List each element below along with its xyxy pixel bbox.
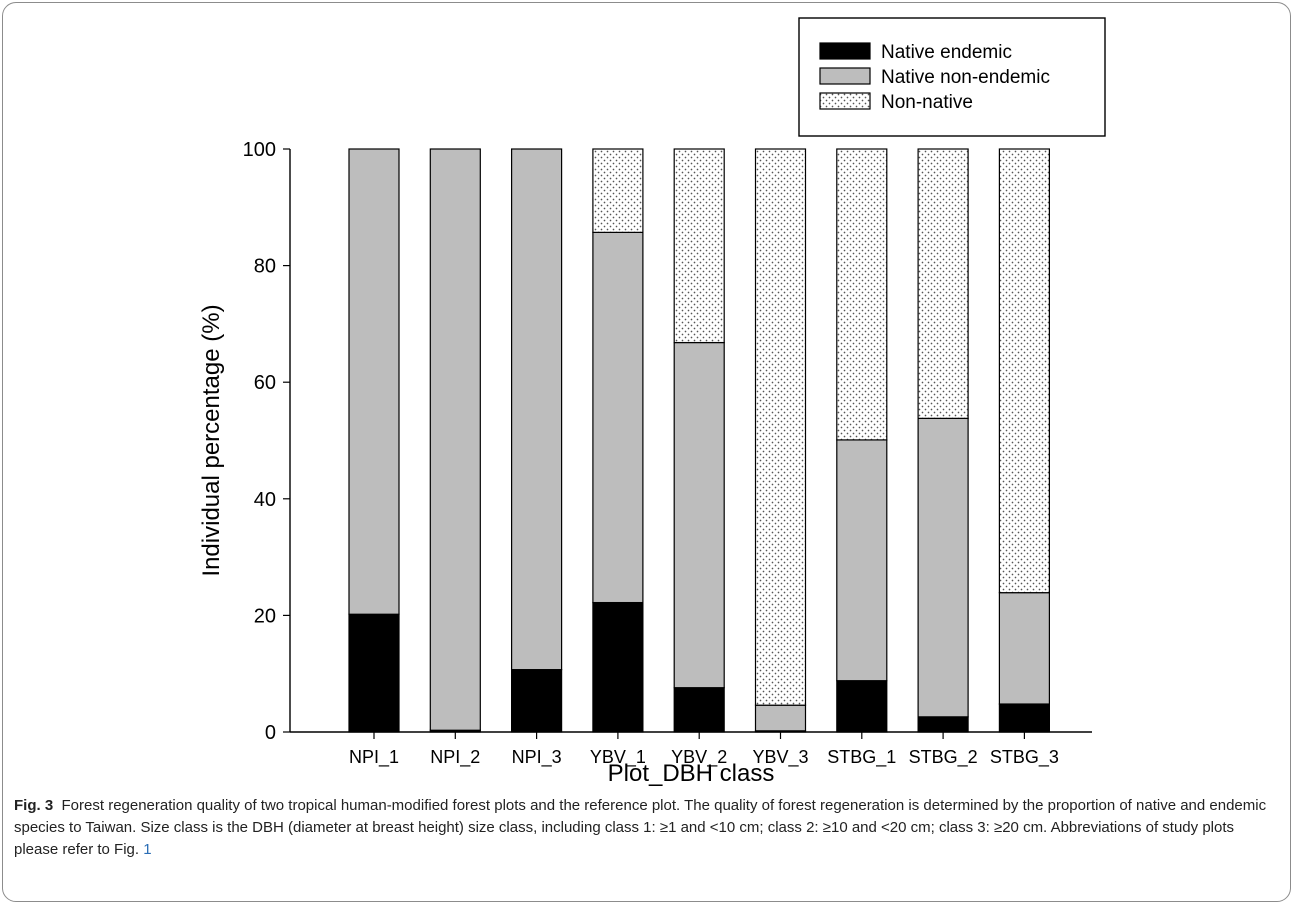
x-tick-label: STBG_1 [827,747,896,768]
legend-swatch [819,67,871,85]
legend-swatch [819,42,871,60]
legend-label: Native non-endemic [881,67,1050,88]
bar-segment-stbg-1-s1 [836,439,888,682]
bar-segment-stbg-2-s2 [917,148,969,419]
y-tick-label: 60 [254,372,276,394]
axes-group: NPI_1 NPI_2 NPI_3 YBV_1 YBV_2 YBV_3 STBG_1 STBG… [198,139,1092,787]
bar-segment-stbg-3-s1 [998,592,1051,705]
legend-swatch [819,92,871,110]
bar-segment-stbg-2-s0 [917,716,969,733]
bar-segment-ybv-1-s0 [592,601,644,733]
y-tick-label: 100 [243,139,276,161]
x-tick-label: YBV_1 [590,747,646,768]
bar-segment-npi-3-s1 [511,148,563,671]
bar-segment-npi-1-s0 [348,613,400,733]
y-tick-label: 20 [254,605,276,627]
bar-segment-stbg-1-s2 [836,148,888,441]
x-tick-label: NPI_2 [430,747,480,768]
x-tick-label: STBG_3 [990,747,1059,768]
y-axis-title: Individual percentage (%) [198,304,225,576]
bar-segment-npi-3-s0 [511,669,563,733]
bar-segment-ybv-1-s1 [592,231,644,604]
y-tick-label: 0 [265,722,276,744]
bar-segment-stbg-3-s0 [998,703,1051,733]
legend-label: Non-native [881,92,973,113]
bar-segment-ybv-2-s1 [673,341,725,689]
caption-figure-link[interactable]: 1 [143,841,152,858]
x-tick-label: YBV_2 [671,747,727,768]
bar-segment-npi-2-s1 [429,148,481,731]
figure-caption: Fig. 3 Forest regeneration quality of tw… [14,795,1276,861]
y-tick-label: 40 [254,489,276,511]
bar-segment-ybv-1-s2 [592,148,644,233]
bar-segment-npi-1-s1 [348,148,400,615]
bar-segment-stbg-2-s1 [917,417,969,718]
bar-segment-ybv-2-s0 [673,687,725,733]
x-tick-label: YBV_3 [752,747,808,768]
x-tick-label: NPI_1 [349,747,399,768]
bars-group [348,148,1051,733]
bar-segment-stbg-3-s2 [998,148,1051,594]
bar-segment-ybv-2-s2 [673,148,725,344]
bar-segment-stbg-1-s0 [836,680,888,733]
x-tick-label: STBG_2 [909,747,978,768]
legend: Native endemic Native non-endemic Non-nati… [798,17,1106,137]
x-tick-label: NPI_3 [512,747,562,768]
stacked-bar-chart: NPI_1 NPI_2 NPI_3 YBV_1 YBV_2 YBV_3 STBG_1 STBG… [198,17,1106,787]
x-axis-title: Plot_DBH class [608,760,775,787]
caption-label: Fig. 3 [14,797,54,814]
bar-segment-ybv-3-s2 [754,148,807,706]
bar-segment-ybv-3-s1 [754,704,807,732]
caption-text: Forest regeneration quality of two tropi… [14,797,1267,858]
y-tick-label: 80 [254,256,276,278]
legend-label: Native endemic [881,42,1012,63]
